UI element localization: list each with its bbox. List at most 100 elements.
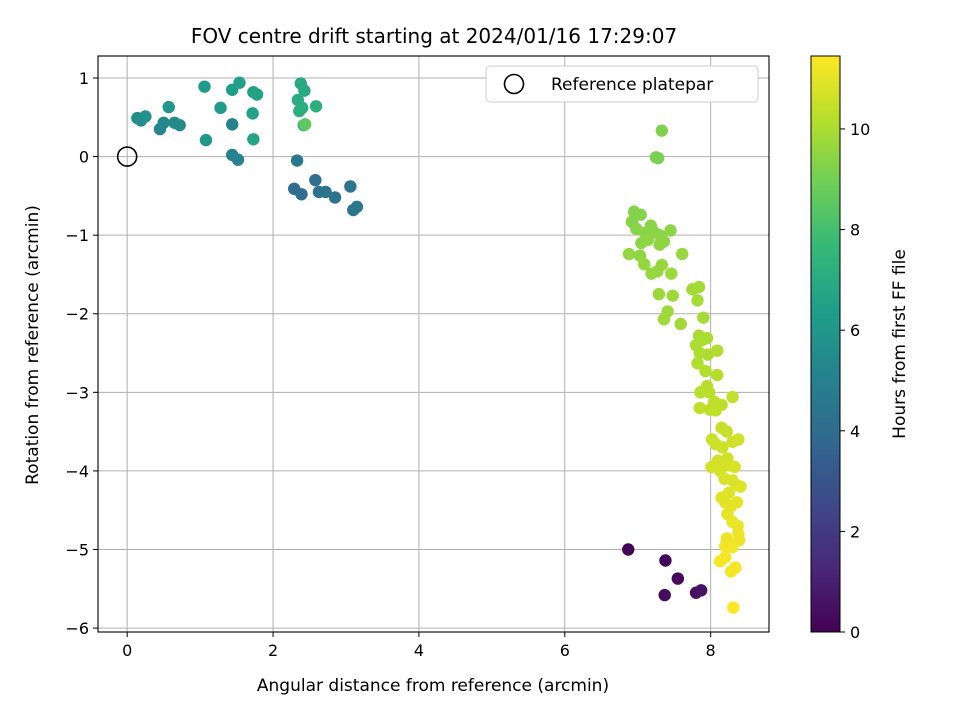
y-tick-label: −6 bbox=[65, 619, 89, 638]
data-point bbox=[666, 289, 679, 302]
data-point bbox=[250, 88, 264, 101]
data-point bbox=[709, 404, 722, 417]
y-tick-label: −5 bbox=[65, 540, 89, 559]
colorbar-ticks: 0 2 4 6 8 10 bbox=[840, 120, 870, 642]
scatter-points bbox=[131, 76, 747, 614]
data-point bbox=[657, 235, 671, 248]
data-point bbox=[199, 133, 213, 147]
data-point bbox=[676, 247, 689, 261]
plot-frame bbox=[97, 55, 770, 633]
y-tick-label: 1 bbox=[79, 69, 89, 88]
data-point bbox=[734, 480, 747, 493]
y-tick-label: −3 bbox=[65, 383, 89, 402]
data-point bbox=[350, 200, 364, 214]
y-tick-label: 0 bbox=[79, 148, 89, 167]
data-point bbox=[671, 572, 685, 585]
data-point bbox=[659, 554, 672, 567]
data-point bbox=[700, 331, 714, 345]
data-point bbox=[162, 100, 175, 114]
colorbar bbox=[810, 55, 841, 633]
data-point bbox=[691, 294, 704, 307]
data-point bbox=[729, 561, 742, 574]
data-point bbox=[720, 425, 733, 438]
y-tick-label: −4 bbox=[65, 462, 89, 481]
colorbar-tick-label: 4 bbox=[850, 422, 860, 441]
data-point bbox=[652, 287, 666, 301]
legend-entry-reference-platepar: Reference platepar bbox=[551, 75, 713, 95]
data-point bbox=[651, 151, 665, 165]
data-point bbox=[214, 101, 227, 115]
data-point bbox=[157, 116, 170, 129]
data-point bbox=[328, 191, 342, 204]
data-point bbox=[298, 84, 311, 97]
data-point bbox=[711, 368, 724, 382]
data-point bbox=[711, 344, 724, 357]
colorbar-tick-label: 6 bbox=[850, 321, 860, 340]
data-point bbox=[726, 390, 739, 404]
colorbar-tick-label: 2 bbox=[850, 522, 860, 541]
data-point bbox=[246, 107, 259, 120]
data-point bbox=[233, 76, 246, 89]
data-point bbox=[702, 386, 716, 399]
data-point bbox=[699, 364, 712, 378]
data-point bbox=[296, 101, 309, 115]
data-point bbox=[641, 233, 655, 247]
x-tick-label: 8 bbox=[706, 641, 716, 660]
data-point bbox=[664, 224, 677, 237]
data-point bbox=[732, 433, 745, 446]
data-point bbox=[298, 118, 312, 131]
data-point bbox=[247, 133, 260, 146]
data-point bbox=[290, 154, 304, 167]
data-point bbox=[231, 153, 245, 166]
data-point bbox=[693, 401, 706, 415]
legend: Reference platepar bbox=[485, 65, 759, 103]
data-point bbox=[139, 110, 152, 123]
data-point bbox=[173, 118, 186, 132]
legend-box bbox=[485, 65, 759, 103]
colorbar-tick-label: 8 bbox=[850, 221, 860, 240]
reference-platepar-marker bbox=[116, 146, 138, 167]
x-tick-label: 6 bbox=[560, 641, 570, 660]
data-point bbox=[694, 386, 707, 399]
data-point bbox=[694, 584, 708, 597]
grid-lines bbox=[98, 56, 769, 632]
x-axis-ticks: 0 2 4 6 8 bbox=[122, 632, 716, 660]
data-point bbox=[309, 100, 323, 113]
data-point bbox=[727, 601, 740, 614]
data-point bbox=[309, 173, 322, 187]
data-point bbox=[622, 543, 635, 556]
data-point bbox=[657, 313, 671, 326]
data-point bbox=[226, 118, 239, 131]
data-point bbox=[726, 540, 739, 554]
data-point bbox=[730, 496, 744, 509]
colorbar-tick-label: 10 bbox=[850, 120, 870, 139]
data-point bbox=[622, 247, 636, 261]
data-point bbox=[344, 180, 357, 193]
data-point bbox=[674, 317, 687, 331]
legend-marker bbox=[503, 73, 525, 95]
data-point bbox=[638, 258, 651, 271]
data-point bbox=[665, 267, 678, 280]
colorbar-label: Hours from first FF file bbox=[890, 249, 910, 439]
data-point bbox=[728, 460, 741, 474]
colorbar-tick-label: 0 bbox=[850, 623, 860, 642]
data-point bbox=[691, 357, 704, 370]
data-point bbox=[713, 555, 727, 568]
data-point bbox=[198, 80, 211, 93]
data-point bbox=[701, 348, 714, 361]
data-point bbox=[658, 588, 671, 602]
y-axis-ticks: 1 0 −1 −2 −3 −4 −5 −6 bbox=[65, 69, 98, 638]
data-point bbox=[692, 280, 706, 294]
y-tick-label: −1 bbox=[65, 226, 89, 245]
x-tick-label: 2 bbox=[268, 641, 278, 660]
x-tick-label: 4 bbox=[414, 641, 424, 660]
data-point bbox=[697, 311, 710, 324]
data-point bbox=[319, 185, 332, 199]
chart-title: FOV centre drift starting at 2024/01/16 … bbox=[191, 24, 677, 48]
x-axis-label: Angular distance from reference (arcmin) bbox=[257, 676, 609, 696]
y-axis-label: Rotation from reference (arcmin) bbox=[23, 205, 43, 485]
data-point bbox=[716, 441, 729, 454]
data-point bbox=[634, 208, 647, 221]
x-tick-label: 0 bbox=[122, 641, 132, 660]
